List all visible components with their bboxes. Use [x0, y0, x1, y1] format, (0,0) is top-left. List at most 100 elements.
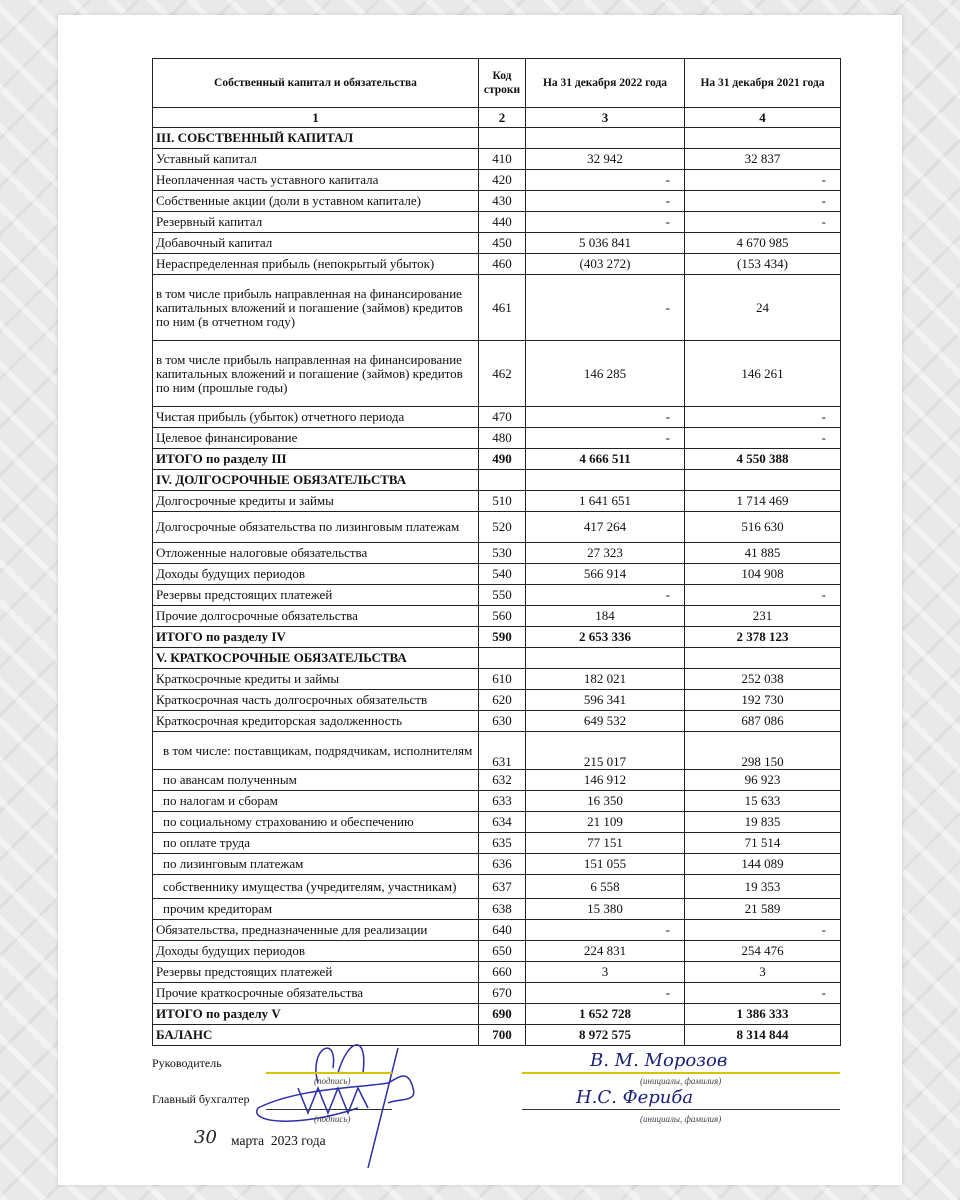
row-code: 462: [478, 340, 526, 407]
column-number: 1: [152, 107, 479, 128]
value-2022: 1 652 728: [525, 1003, 685, 1025]
row-label: Чистая прибыль (убыток) отчетного период…: [152, 406, 479, 428]
value-2021: 1 386 333: [684, 1003, 841, 1025]
table-row: Чистая прибыль (убыток) отчетного период…: [152, 406, 841, 428]
row-code: 700: [478, 1024, 526, 1046]
column-number-row: 1 2 3 4: [152, 107, 841, 128]
total-row: ИТОГО по разделу IV 590 2 653 336 2 378 123: [152, 626, 841, 648]
value-2021: 21 589: [684, 898, 841, 920]
row-code: [478, 127, 526, 149]
value-2022: 182 021: [525, 668, 685, 690]
row-label: собственнику имущества (учредителям, уча…: [152, 874, 479, 899]
value-2022: 146 285: [525, 340, 685, 407]
table-row: по авансам полученным 632 146 912 96 923: [152, 769, 841, 791]
row-code: 631: [478, 731, 526, 770]
value-2022: 649 532: [525, 710, 685, 732]
row-code: 635: [478, 832, 526, 854]
value-2022: 8 972 575: [525, 1024, 685, 1046]
row-code: 638: [478, 898, 526, 920]
value-2022: 146 912: [525, 769, 685, 791]
table-row: по социальному страхованию и обеспечению…: [152, 811, 841, 833]
value-2022: 184: [525, 605, 685, 627]
table-row: Неоплаченная часть уставного капитала 420…: [152, 169, 841, 191]
header-2022: На 31 декабря 2022 года: [525, 58, 685, 108]
document-content: Собственный капитал и обязательства Код …: [152, 58, 841, 1170]
row-label: Краткосрочная кредиторская задолженность: [152, 710, 479, 732]
row-code: 590: [478, 626, 526, 648]
value-2022: -: [525, 919, 685, 941]
row-code: 670: [478, 982, 526, 1004]
table-row: Краткосрочная часть долгосрочных обязате…: [152, 689, 841, 711]
value-2021: -: [684, 190, 841, 212]
value-2021: 32 837: [684, 148, 841, 170]
row-label: Резервный капитал: [152, 211, 479, 233]
row-code: 550: [478, 584, 526, 606]
value-2022: [525, 127, 685, 149]
value-2022: 3: [525, 961, 685, 983]
row-code: 510: [478, 490, 526, 512]
row-label: ИТОГО по разделу III: [152, 448, 479, 470]
name-line: [522, 1109, 840, 1110]
row-label: Уставный капитал: [152, 148, 479, 170]
value-2021: 4 670 985: [684, 232, 841, 254]
table-row: в том числе: поставщикам, подрядчикам, и…: [152, 731, 841, 770]
row-label: Доходы будущих периодов: [152, 940, 479, 962]
value-2022: 6 558: [525, 874, 685, 899]
value-2022: 566 914: [525, 563, 685, 585]
row-code: 660: [478, 961, 526, 983]
row-label: в том числе прибыль направленная на фина…: [152, 340, 479, 407]
value-2022: 1 641 651: [525, 490, 685, 512]
value-2022: 224 831: [525, 940, 685, 962]
row-code: 520: [478, 511, 526, 543]
table-row: по оплате труда 635 77 151 71 514: [152, 832, 841, 854]
row-label: Отложенные налоговые обязательства: [152, 542, 479, 564]
row-code: 430: [478, 190, 526, 212]
value-2021: 19 835: [684, 811, 841, 833]
table-row: Краткосрочная кредиторская задолженность…: [152, 710, 841, 732]
section-header-row: V. КРАТКОСРОЧНЫЕ ОБЯЗАТЕЛЬСТВА: [152, 647, 841, 669]
value-2021: 24: [684, 274, 841, 341]
value-2021: -: [684, 211, 841, 233]
row-code: 530: [478, 542, 526, 564]
value-2022: 27 323: [525, 542, 685, 564]
value-2021: -: [684, 406, 841, 428]
value-2022: 2 653 336: [525, 626, 685, 648]
value-2022: 596 341: [525, 689, 685, 711]
value-2021: 96 923: [684, 769, 841, 791]
value-2022: (403 272): [525, 253, 685, 275]
table-row: Долгосрочные обязательства по лизинговым…: [152, 511, 841, 543]
name-line: [522, 1072, 840, 1074]
row-label: Резервы предстоящих платежей: [152, 584, 479, 606]
row-label: по налогам и сборам: [152, 790, 479, 812]
value-2022: 16 350: [525, 790, 685, 812]
table-row: Нераспределенная прибыль (непокрытый убы…: [152, 253, 841, 275]
head-label: Руководитель: [152, 1056, 222, 1070]
value-2022: 5 036 841: [525, 232, 685, 254]
signature-scribble-icon: [255, 1044, 415, 1169]
value-2021: [684, 469, 841, 491]
table-row: Резервный капитал 440- -: [152, 211, 841, 233]
accountant-name-handwritten: Н.С. Фериба: [576, 1087, 694, 1108]
table-row: по лизинговым платежам 636 151 055 144 089: [152, 853, 841, 875]
value-2021: [684, 647, 841, 669]
row-label: Резервы предстоящих платежей: [152, 961, 479, 983]
row-label: Прочие долгосрочные обязательства: [152, 605, 479, 627]
value-2022: -: [525, 427, 685, 449]
value-2021: [684, 127, 841, 149]
row-code: [478, 469, 526, 491]
value-2021: 144 089: [684, 853, 841, 875]
table-row: в том числе прибыль направленная на фина…: [152, 340, 841, 407]
value-2022: [525, 469, 685, 491]
value-2021: 3: [684, 961, 841, 983]
accountant-label: Главный бухгалтер: [152, 1092, 250, 1106]
total-row: ИТОГО по разделу V 690 1 652 728 1 386 333: [152, 1003, 841, 1025]
value-2021: -: [684, 169, 841, 191]
value-2021: -: [684, 584, 841, 606]
row-code: 620: [478, 689, 526, 711]
value-2022: 215 017: [525, 731, 685, 770]
section-header-row: III. СОБСТВЕННЫЙ КАПИТАЛ: [152, 127, 841, 149]
value-2022: 21 109: [525, 811, 685, 833]
row-code: 632: [478, 769, 526, 791]
table-row: Краткосрочные кредиты и займы 610 182 021 2…: [152, 668, 841, 690]
row-label: Долгосрочные обязательства по лизинговым…: [152, 511, 479, 543]
